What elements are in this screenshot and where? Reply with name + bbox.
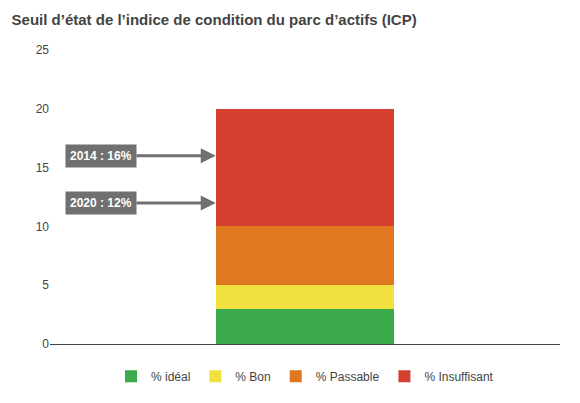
svg-text:% Passable: % Passable [316,370,380,384]
svg-text:25: 25 [36,43,50,57]
svg-text:20: 20 [36,102,50,116]
svg-text:5: 5 [42,278,49,292]
svg-text:0: 0 [42,337,49,351]
svg-text:Seuil d’état de l’indice de co: Seuil d’état de l’indice de condition du… [12,11,417,28]
svg-text:% Bon: % Bon [235,370,270,384]
svg-text:15: 15 [36,161,50,175]
svg-text:% idéal: % idéal [151,370,190,384]
svg-text:% Insuffisant: % Insuffisant [424,370,493,384]
svg-text:2020 : 12%: 2020 : 12% [70,196,132,210]
svg-text:2014 : 16%: 2014 : 16% [70,149,132,163]
svg-text:10: 10 [36,220,50,234]
